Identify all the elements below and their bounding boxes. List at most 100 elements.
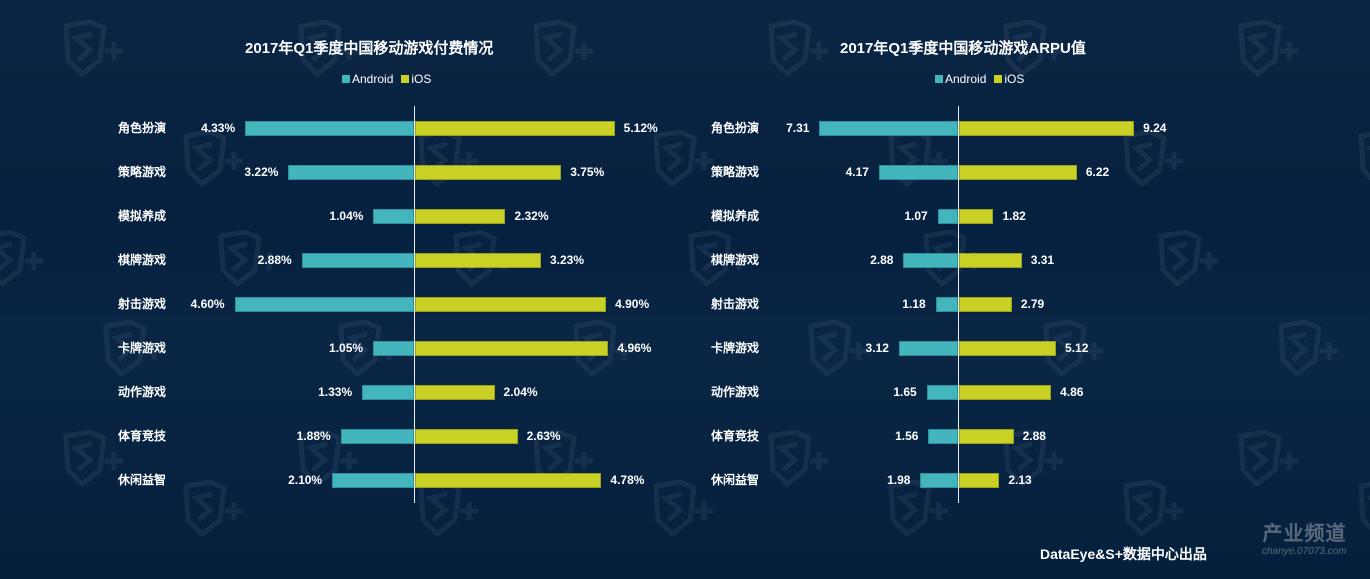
chart-legend: Android iOS (342, 72, 431, 86)
bar-android[interactable] (301, 253, 414, 268)
value-label-android: 2.88% (257, 253, 292, 267)
value-label-android: 3.12 (865, 341, 889, 355)
bar-android[interactable] (373, 209, 414, 224)
s-plus-shield-icon (1120, 129, 1190, 190)
bar-ios[interactable] (415, 121, 615, 136)
bar-ios[interactable] (415, 253, 541, 268)
bar-ios[interactable] (415, 473, 602, 488)
bar-android[interactable] (234, 297, 414, 312)
value-label-android: 1.98 (887, 473, 911, 487)
value-label-android: 7.31 (786, 121, 810, 135)
bar-android[interactable] (878, 165, 958, 180)
value-label-android: 1.05% (329, 341, 364, 355)
s-plus-shield-icon (650, 129, 720, 190)
s-plus-shield-icon (415, 129, 485, 190)
bar-android[interactable] (245, 121, 414, 136)
s-plus-shield-icon (60, 19, 130, 80)
value-label-android: 1.56 (895, 429, 919, 443)
value-label-ios: 2.13 (1008, 473, 1032, 487)
value-label-ios: 2.32% (514, 209, 549, 223)
category-label: 模拟养成 (118, 209, 167, 223)
category-label: 体育竞技 (711, 429, 760, 443)
s-plus-shield-icon (0, 229, 50, 290)
legend-item-android[interactable]: Android (935, 72, 986, 86)
category-label: 模拟养成 (711, 209, 760, 223)
legend-label-android: Android (945, 72, 987, 86)
category-label: 策略游戏 (711, 165, 760, 179)
bar-android[interactable] (373, 341, 414, 356)
bar-android[interactable] (340, 429, 414, 444)
footer-credit: DataEye&S+数据中心出品 (1040, 546, 1207, 562)
category-label: 动作游戏 (118, 385, 167, 399)
bar-ios[interactable] (959, 165, 1077, 180)
bar-ios[interactable] (415, 297, 607, 312)
category-label: 棋牌游戏 (711, 253, 760, 267)
legend-item-ios[interactable]: iOS (994, 72, 1024, 86)
legend-label-ios: iOS (1004, 72, 1025, 86)
legend-item-android[interactable]: Android (342, 72, 393, 86)
s-plus-shield-icon (650, 479, 720, 540)
bar-android[interactable] (288, 165, 414, 180)
category-label: 角色扮演 (118, 121, 167, 135)
s-plus-shield-icon (415, 479, 485, 540)
value-label-android: 4.17 (845, 165, 869, 179)
bar-ios[interactable] (959, 297, 1012, 312)
bar-android[interactable] (903, 253, 958, 268)
value-label-ios: 2.63% (526, 429, 561, 443)
category-label: 卡牌游戏 (711, 341, 760, 355)
bar-android[interactable] (332, 473, 414, 488)
category-label: 休闲益智 (118, 473, 167, 487)
bar-ios[interactable] (415, 341, 609, 356)
legend-item-ios[interactable]: iOS (401, 72, 431, 86)
value-label-ios: 6.22 (1085, 165, 1110, 179)
bar-ios[interactable] (959, 473, 1000, 488)
value-label-ios: 3.75% (570, 165, 605, 179)
chart-title: 2017年Q1季度中国移动游戏付费情况 (245, 40, 494, 57)
bar-ios[interactable] (415, 429, 518, 444)
bar-android[interactable] (898, 341, 958, 356)
legend-swatch-ios (994, 75, 1003, 83)
value-label-ios: 3.31 (1030, 253, 1055, 267)
center-axis-line (958, 106, 959, 503)
s-plus-shield-icon (1355, 480, 1370, 540)
legend-swatch-android (935, 75, 943, 83)
bar-ios[interactable] (415, 385, 495, 400)
bar-ios[interactable] (959, 253, 1022, 268)
bar-ios[interactable] (959, 121, 1135, 136)
category-label: 休闲益智 (711, 473, 760, 487)
bar-android[interactable] (920, 473, 958, 488)
bar-ios[interactable] (959, 209, 994, 224)
value-label-ios: 2.04% (503, 385, 538, 399)
s-plus-shield-icon (180, 479, 250, 540)
s-plus-shield-icon (1120, 479, 1190, 540)
legend-label-ios: iOS (411, 72, 432, 86)
value-label-ios: 4.78% (610, 473, 645, 487)
s-plus-shield-icon (765, 19, 835, 80)
bar-android[interactable] (819, 121, 958, 136)
chart-title: 2017年Q1季度中国移动游戏ARPU值 (840, 40, 1086, 57)
value-label-ios: 5.12% (623, 121, 658, 135)
s-plus-shield-icon (765, 429, 835, 490)
category-label: 动作游戏 (711, 385, 760, 399)
value-label-android: 2.88 (870, 253, 894, 267)
bar-ios[interactable] (959, 385, 1052, 400)
category-label: 体育竞技 (118, 429, 167, 443)
site-watermark-url: chanye.07073.com (1262, 546, 1347, 557)
site-watermark-name: 产业频道 (1262, 523, 1347, 545)
bar-android[interactable] (926, 385, 958, 400)
value-label-ios: 4.96% (617, 341, 652, 355)
bar-ios[interactable] (959, 429, 1014, 444)
value-label-ios: 1.82 (1002, 209, 1026, 223)
bar-android[interactable] (937, 209, 958, 224)
bar-ios[interactable] (415, 209, 506, 224)
bar-android[interactable] (935, 297, 958, 312)
bar-ios[interactable] (959, 341, 1057, 356)
legend-swatch-ios (401, 75, 410, 83)
bar-ios[interactable] (415, 165, 562, 180)
legend-label-android: Android (352, 72, 394, 86)
category-label: 策略游戏 (118, 165, 167, 179)
bar-android[interactable] (362, 385, 414, 400)
bar-android[interactable] (928, 429, 958, 444)
s-plus-shield-icon (1275, 319, 1345, 380)
